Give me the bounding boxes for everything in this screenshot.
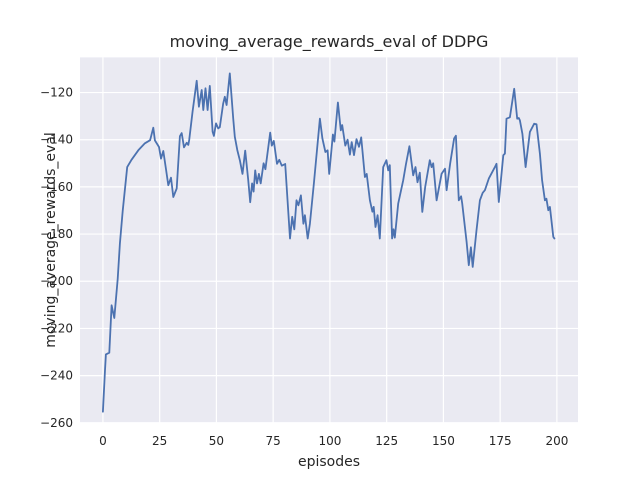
y-tick-label: −220 — [40, 321, 73, 335]
x-tick-label: 0 — [99, 434, 107, 448]
x-tick-label: 100 — [318, 434, 341, 448]
series-line — [102, 72, 556, 413]
x-tick-label: 125 — [375, 434, 398, 448]
y-tick-label: −240 — [40, 369, 73, 383]
x-tick-label: 50 — [209, 434, 224, 448]
chart-title: moving_average_rewards_eval of DDPG — [170, 32, 489, 52]
x-axis-label: episodes — [298, 454, 360, 470]
y-tick-label: −260 — [40, 416, 73, 430]
y-axis-label: moving_average_rewards_eval — [43, 132, 59, 348]
x-tick-label: 150 — [432, 434, 455, 448]
y-tick-label: −180 — [40, 227, 73, 241]
plot-area — [80, 57, 578, 424]
y-tick-label: −140 — [40, 133, 73, 147]
x-tick-label: 175 — [489, 434, 512, 448]
y-tick-label: −200 — [40, 274, 73, 288]
y-tick-label: −160 — [40, 180, 73, 194]
x-tick-label: 75 — [266, 434, 281, 448]
x-tick-label: 25 — [152, 434, 167, 448]
y-tick-label: −120 — [40, 86, 73, 100]
x-tick-label: 200 — [545, 434, 568, 448]
plot-layer — [80, 57, 578, 424]
